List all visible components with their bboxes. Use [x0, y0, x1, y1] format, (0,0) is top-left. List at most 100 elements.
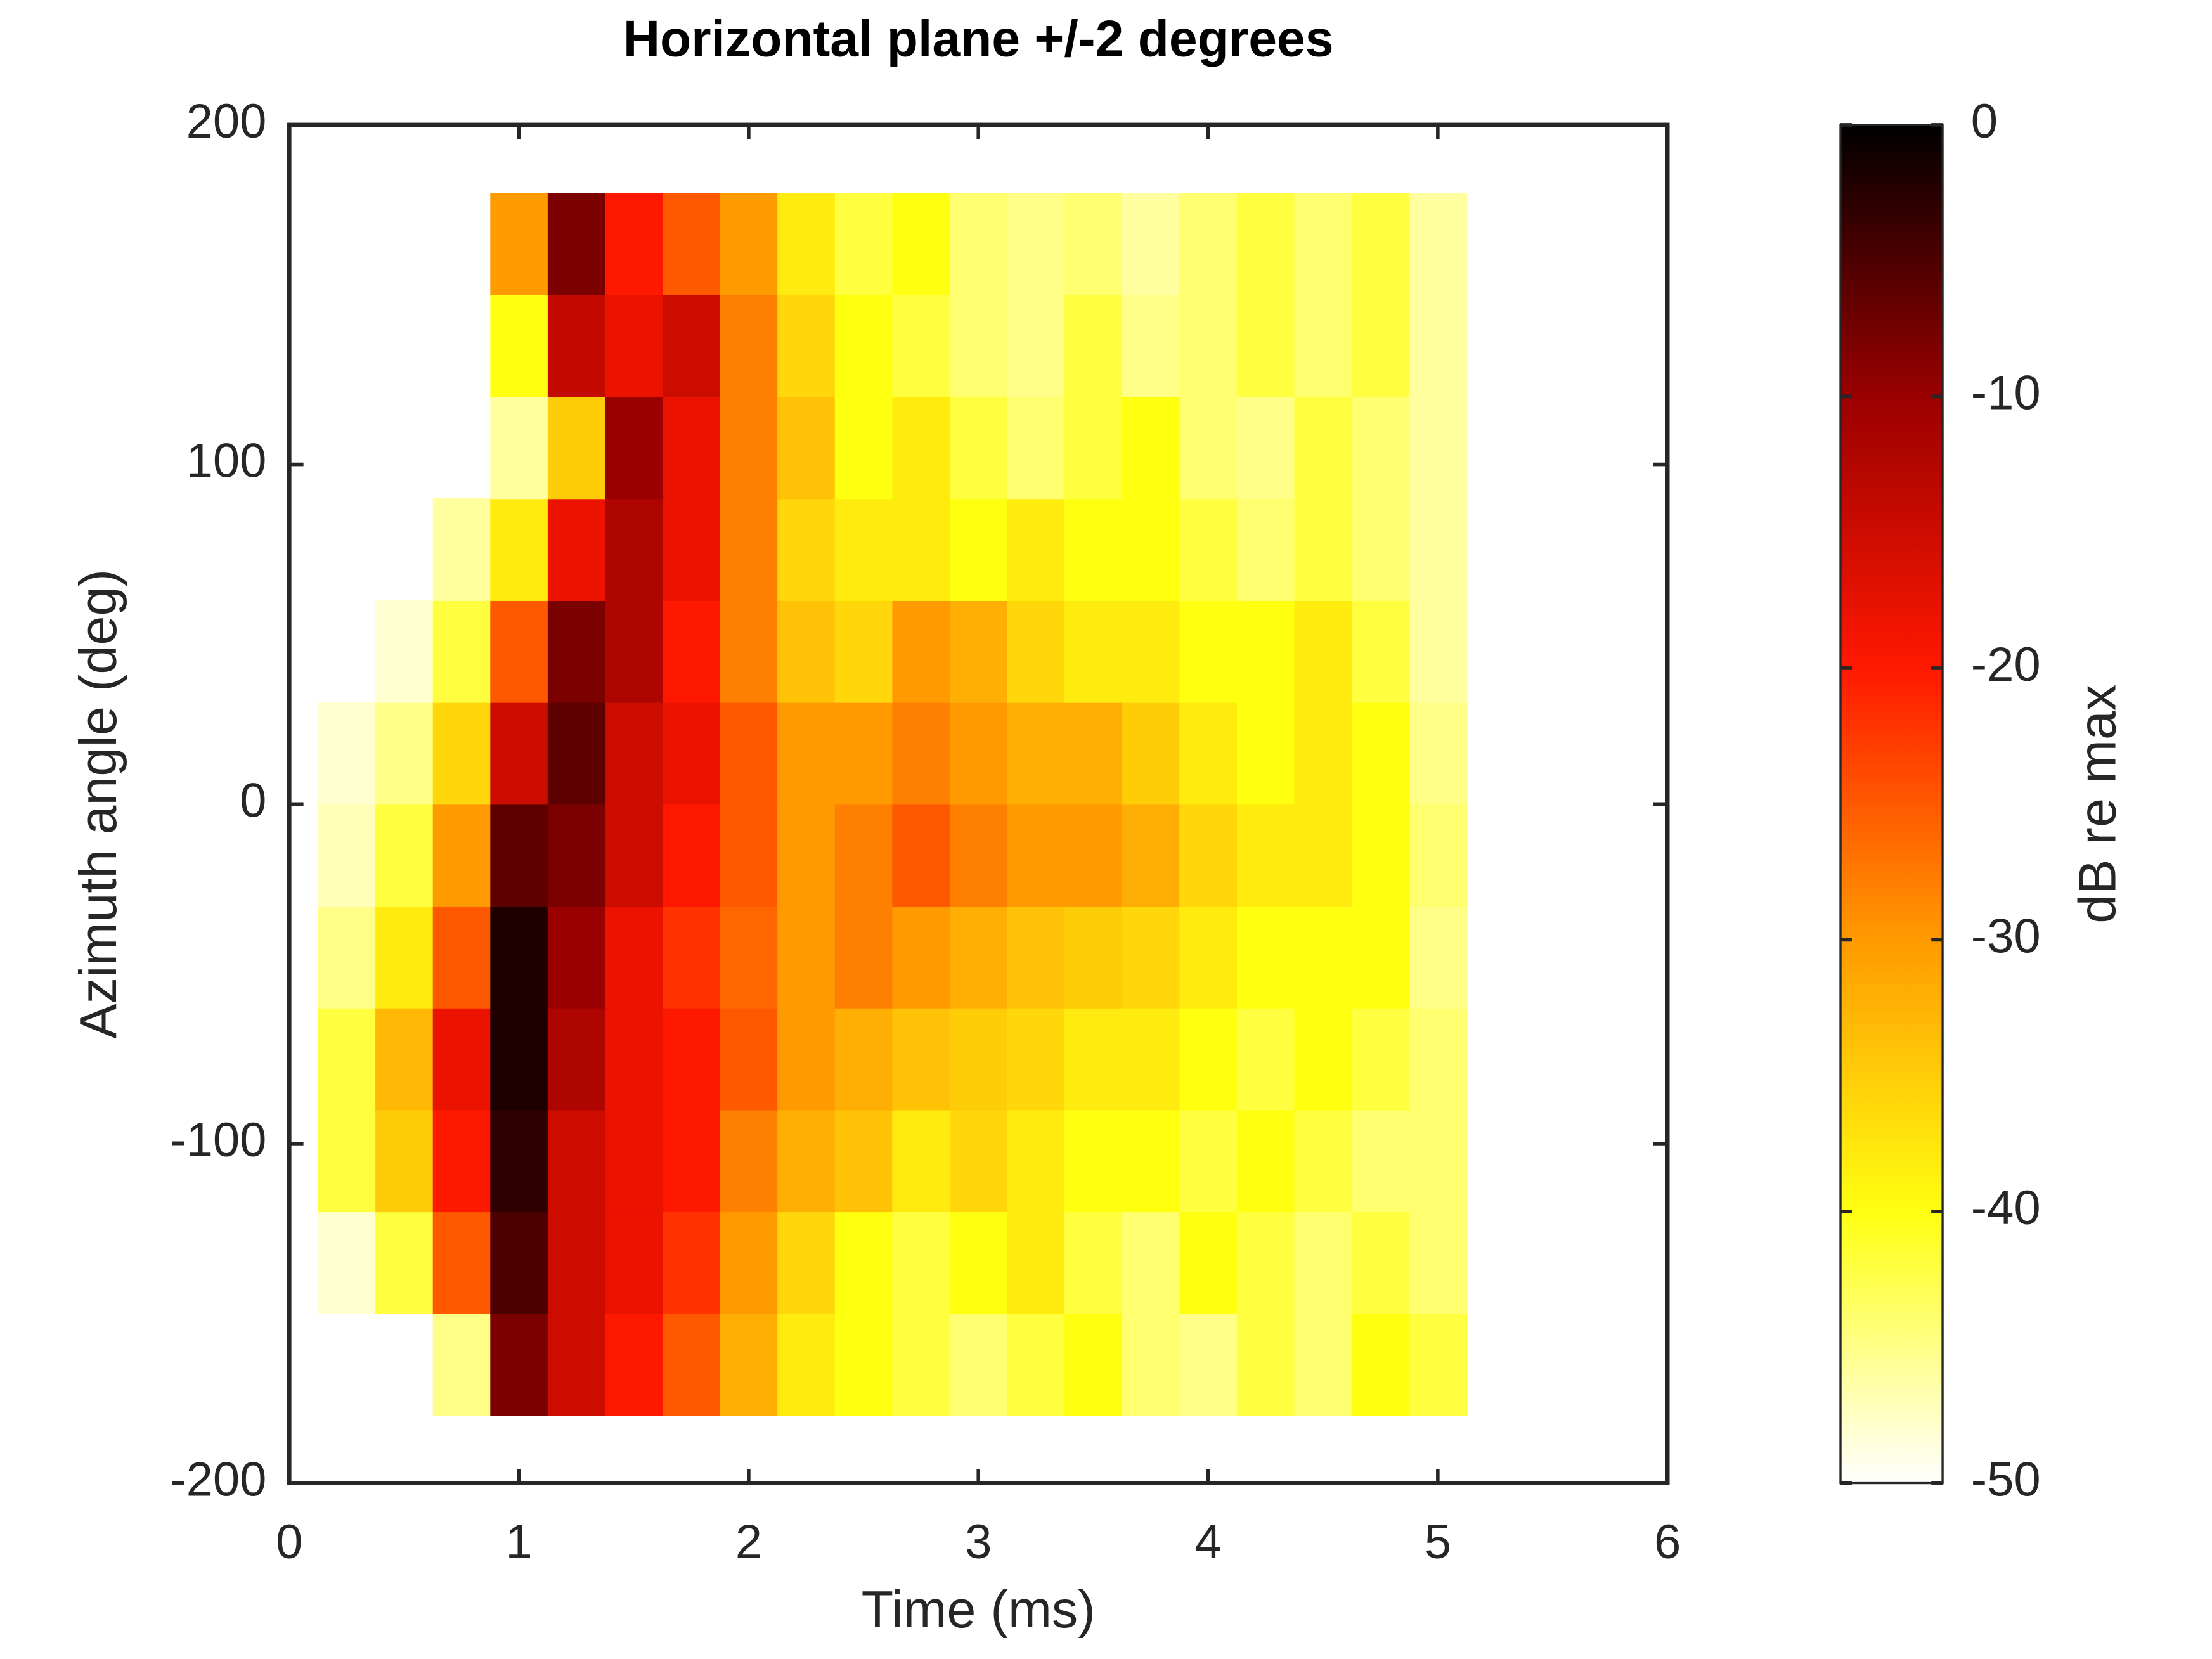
- heatmap-cell: [547, 1109, 606, 1213]
- heatmap-cell: [663, 804, 721, 907]
- colorbar-tick-label: -40: [1971, 1181, 2041, 1235]
- x-tick-label: 2: [735, 1515, 762, 1569]
- heatmap-cell: [1236, 600, 1295, 703]
- heatmap-cell: [1409, 1211, 1468, 1314]
- heatmap-cell: [720, 905, 779, 1009]
- heatmap-cell: [949, 1007, 1008, 1111]
- heatmap-cell: [1064, 905, 1123, 1009]
- heatmap-cell: [777, 804, 836, 907]
- heatmap-cell: [490, 294, 548, 397]
- colorbar-label: dB re max: [2067, 685, 2126, 924]
- heatmap-cell: [777, 193, 836, 295]
- heatmap-cell: [892, 1007, 951, 1111]
- heatmap-cell: [1294, 905, 1353, 1009]
- heatmap-cell: [1064, 1109, 1123, 1213]
- heatmap-cell: [777, 1109, 836, 1213]
- heatmap-cell: [1179, 905, 1238, 1009]
- heatmap-cell: [1409, 498, 1468, 601]
- colorbar-tick-label: -10: [1971, 366, 2041, 420]
- heatmap-cell: [1179, 1007, 1238, 1111]
- heatmap-cell: [1294, 1313, 1353, 1416]
- colorbar-tick-label: -30: [1971, 910, 2041, 964]
- heatmap-cell: [432, 600, 491, 703]
- heatmap-cell: [720, 1109, 779, 1213]
- heatmap-cell: [490, 193, 548, 295]
- heatmap-cell: [720, 1313, 779, 1416]
- heatmap-cell: [663, 498, 721, 601]
- heatmap-cell: [1179, 294, 1238, 397]
- heatmap-cell: [605, 1109, 664, 1213]
- heatmap-cell: [547, 1313, 606, 1416]
- heatmap-cell: [1351, 498, 1410, 601]
- heatmap-cell: [1007, 294, 1066, 397]
- heatmap-cell: [375, 804, 434, 907]
- heatmap-cell: [1064, 804, 1123, 907]
- heatmap-cell: [892, 600, 951, 703]
- heatmap-cell: [1236, 1211, 1295, 1314]
- heatmap-cell: [777, 396, 836, 500]
- heatmap-cell: [1122, 600, 1180, 703]
- x-tick-label: 4: [1194, 1515, 1221, 1569]
- heatmap-cell: [1007, 702, 1066, 805]
- heatmap-cell: [892, 702, 951, 805]
- heatmap-cell: [834, 1313, 893, 1416]
- heatmap-cell: [318, 905, 377, 1009]
- heatmap-cell: [605, 702, 664, 805]
- heatmap-cell: [1122, 804, 1180, 907]
- heatmap-cell: [1064, 1007, 1123, 1111]
- heatmap-cell: [777, 294, 836, 397]
- heatmap-cell: [1064, 1313, 1123, 1416]
- x-axis-label: Time (ms): [862, 1580, 1096, 1639]
- heatmap-cell: [375, 1211, 434, 1314]
- heatmap-cell: [949, 1211, 1008, 1314]
- heatmap-cell: [777, 498, 836, 601]
- heatmap-cell: [777, 1007, 836, 1111]
- heatmap-cell: [490, 1109, 548, 1213]
- heatmap-cell: [1122, 1007, 1180, 1111]
- heatmap-cell: [1179, 1109, 1238, 1213]
- heatmap-cell: [547, 804, 606, 907]
- heatmap-cell: [490, 498, 548, 601]
- heatmap-cell: [1351, 600, 1410, 703]
- heatmap-cell: [547, 702, 606, 805]
- heatmap-cell: [1007, 600, 1066, 703]
- heatmap-cell: [1122, 905, 1180, 1009]
- heatmap-cell: [1409, 1313, 1468, 1416]
- heatmap-cell: [1179, 600, 1238, 703]
- heatmap-cell: [1294, 498, 1353, 601]
- heatmap-cell: [375, 905, 434, 1009]
- heatmap-cell: [605, 804, 664, 907]
- heatmap-cell: [834, 600, 893, 703]
- heatmap-cell: [1236, 294, 1295, 397]
- heatmap-cell: [318, 1007, 377, 1111]
- heatmap-cell: [777, 905, 836, 1009]
- heatmap-cell: [1409, 1109, 1468, 1213]
- heatmap-cell: [949, 498, 1008, 601]
- heatmap-cell: [834, 294, 893, 397]
- heatmap-cell: [1351, 905, 1410, 1009]
- heatmap-cell: [547, 1211, 606, 1314]
- y-tick-label: 0: [240, 773, 266, 827]
- heatmap-cell: [375, 600, 434, 703]
- heatmap-cell: [1007, 905, 1066, 1009]
- heatmap-cell: [432, 1109, 491, 1213]
- heatmap-cell: [1236, 702, 1295, 805]
- heatmap-cell: [892, 1313, 951, 1416]
- heatmap-cell: [834, 193, 893, 295]
- heatmap-cell: [949, 193, 1008, 295]
- heatmap-cell: [605, 1211, 664, 1314]
- heatmap-cell: [720, 804, 779, 907]
- heatmap-cell: [490, 804, 548, 907]
- heatmap-cell: [490, 1211, 548, 1314]
- heatmap-cell: [375, 1007, 434, 1111]
- heatmap-cell: [834, 498, 893, 601]
- heatmap-cell: [547, 905, 606, 1009]
- heatmap-cell: [1351, 1007, 1410, 1111]
- heatmap-cell: [949, 294, 1008, 397]
- heatmap-cell: [375, 702, 434, 805]
- heatmap-cell: [432, 498, 491, 601]
- heatmap-cell: [490, 1313, 548, 1416]
- heatmap-cell: [777, 1211, 836, 1314]
- heatmap-cell: [1351, 1109, 1410, 1213]
- heatmap-cell: [1351, 1211, 1410, 1314]
